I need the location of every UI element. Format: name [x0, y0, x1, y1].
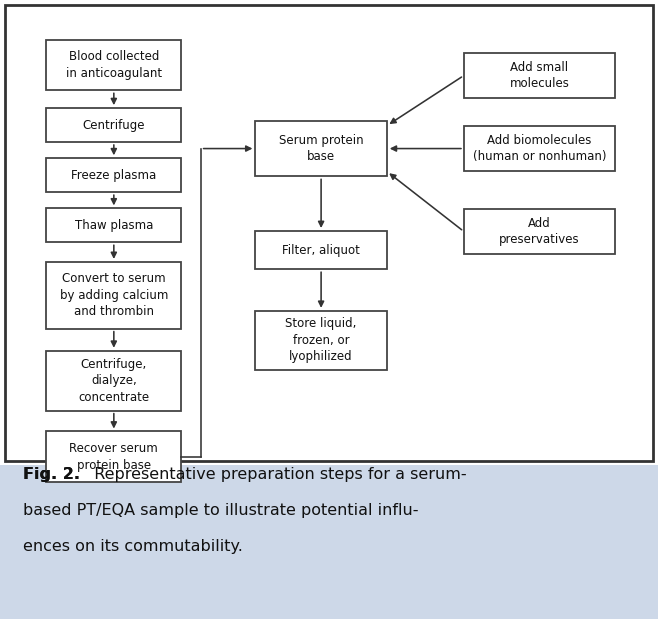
Text: Convert to serum
by adding calcium
and thrombin: Convert to serum by adding calcium and t…	[60, 272, 168, 318]
Text: Blood collected
in anticoagulant: Blood collected in anticoagulant	[66, 50, 162, 80]
Text: Add biomolecules
(human or nonhuman): Add biomolecules (human or nonhuman)	[473, 134, 606, 163]
Text: Representative preparation steps for a serum-: Representative preparation steps for a s…	[84, 467, 467, 482]
FancyBboxPatch shape	[255, 231, 387, 269]
Text: Recover serum
protein base: Recover serum protein base	[70, 442, 158, 472]
Text: Add
preservatives: Add preservatives	[499, 217, 580, 246]
Text: Store liquid,
frozen, or
lyophilized: Store liquid, frozen, or lyophilized	[286, 318, 357, 363]
FancyBboxPatch shape	[46, 262, 181, 329]
FancyBboxPatch shape	[46, 431, 181, 482]
Text: Add small
molecules: Add small molecules	[510, 61, 569, 90]
Text: Serum protein
base: Serum protein base	[279, 134, 363, 163]
Bar	[5, 5, 653, 461]
FancyBboxPatch shape	[464, 126, 615, 171]
FancyBboxPatch shape	[255, 121, 387, 176]
FancyBboxPatch shape	[255, 311, 387, 370]
Text: Centrifuge: Centrifuge	[83, 118, 145, 132]
Text: Freeze plasma: Freeze plasma	[71, 168, 157, 182]
Text: ences on its commutability.: ences on its commutability.	[23, 539, 243, 553]
Text: Fig. 2.: Fig. 2.	[23, 467, 80, 482]
FancyBboxPatch shape	[46, 158, 181, 192]
FancyBboxPatch shape	[46, 208, 181, 242]
Bar	[0, 465, 658, 619]
FancyBboxPatch shape	[46, 350, 181, 411]
Text: Centrifuge,
dialyze,
concentrate: Centrifuge, dialyze, concentrate	[78, 358, 149, 404]
FancyBboxPatch shape	[464, 53, 615, 98]
FancyBboxPatch shape	[464, 209, 615, 254]
FancyBboxPatch shape	[46, 108, 181, 142]
Text: based PT/EQA sample to illustrate potential influ-: based PT/EQA sample to illustrate potent…	[23, 503, 418, 517]
FancyBboxPatch shape	[46, 40, 181, 90]
Text: Filter, aliquot: Filter, aliquot	[282, 243, 360, 257]
Text: Thaw plasma: Thaw plasma	[74, 219, 153, 232]
Text: Fig. 2.: Fig. 2.	[23, 467, 80, 482]
